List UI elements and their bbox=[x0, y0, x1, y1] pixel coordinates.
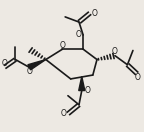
Text: O: O bbox=[1, 59, 7, 68]
Text: O: O bbox=[26, 67, 32, 76]
Text: O: O bbox=[76, 30, 82, 39]
Text: O: O bbox=[112, 47, 118, 56]
Polygon shape bbox=[79, 76, 85, 91]
Text: O: O bbox=[59, 41, 65, 50]
Polygon shape bbox=[28, 60, 46, 70]
Text: O: O bbox=[61, 109, 67, 118]
Text: O: O bbox=[84, 86, 90, 95]
Text: O: O bbox=[134, 73, 140, 82]
Text: O: O bbox=[91, 9, 97, 18]
